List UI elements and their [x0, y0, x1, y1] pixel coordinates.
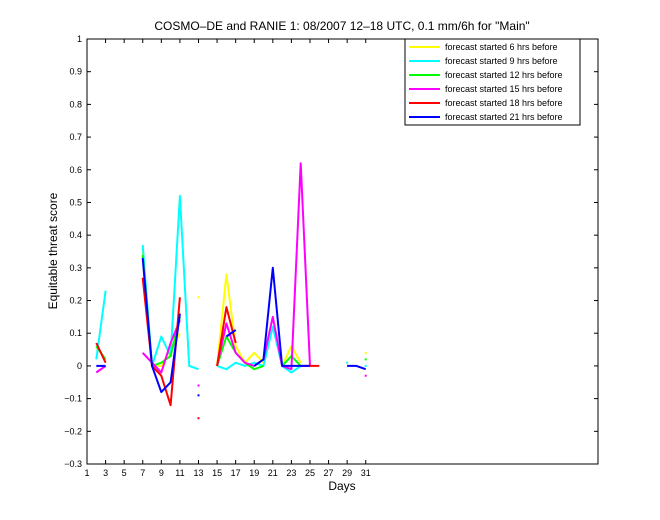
series-line — [281, 345, 302, 367]
data-point — [364, 358, 367, 361]
chart-title: COSMO–DE and RANIE 1: 08/2007 12–18 UTC,… — [154, 19, 529, 33]
series-line — [216, 273, 265, 367]
y-tick-label: 0.8 — [69, 99, 82, 109]
y-tick-label: 1 — [77, 34, 82, 44]
series-line — [95, 342, 107, 364]
series-line — [347, 364, 367, 371]
axis-ticks: 1 3 5 7 9 11 13 15 17 19 21 23 25 27 29 31−0.3−0.2−0.10… — [64, 34, 598, 478]
x-tick-label: 5 — [122, 468, 127, 478]
data-point — [197, 417, 200, 420]
x-tick-label: 29 — [342, 468, 352, 478]
series-line — [95, 365, 107, 374]
x-tick-label: 23 — [286, 468, 296, 478]
series-line — [225, 329, 237, 338]
y-tick-label: −0.2 — [64, 426, 82, 436]
y-axis-label: Equitable threat score — [46, 192, 60, 309]
legend-entry: forecast started 12 hrs before — [445, 70, 563, 80]
y-tick-label: 0.2 — [69, 296, 82, 306]
legend: forecast started 6 hrs before forecast st… — [404, 38, 581, 126]
y-tick-label: 0.7 — [69, 132, 82, 142]
x-axis-label: Days — [328, 479, 355, 493]
y-tick-label: 0.1 — [69, 328, 82, 338]
x-tick-label: 13 — [193, 468, 203, 478]
data-point — [346, 361, 349, 364]
x-tick-label: 15 — [212, 468, 222, 478]
x-tick-label: 31 — [361, 468, 371, 478]
data-point — [364, 374, 367, 377]
y-tick-label: −0.1 — [64, 394, 82, 404]
x-tick-label: 9 — [159, 468, 164, 478]
legend-entry: forecast started 21 hrs before — [445, 112, 563, 122]
x-tick-label: 19 — [249, 468, 259, 478]
y-tick-label: 0.5 — [69, 197, 82, 207]
x-tick-label: 11 — [175, 468, 184, 478]
y-tick-label: 0.9 — [69, 67, 82, 77]
y-tick-label: 0.6 — [69, 165, 82, 175]
legend-box — [404, 38, 581, 126]
y-tick-label: 0.3 — [69, 263, 82, 273]
x-tick-label: 17 — [231, 468, 241, 478]
legend-entry: forecast started 18 hrs before — [445, 98, 563, 108]
data-point — [364, 351, 367, 354]
series-line — [141, 319, 181, 374]
y-tick-label: 0 — [77, 361, 82, 371]
legend-entry: forecast started 9 hrs before — [445, 56, 558, 66]
x-tick-label: 3 — [103, 468, 108, 478]
series-lines — [95, 162, 367, 420]
legend-entry: forecast started 6 hrs before — [445, 42, 558, 52]
data-point — [364, 364, 367, 367]
x-tick-label: 1 — [84, 468, 89, 478]
legend-entry: forecast started 15 hrs before — [445, 84, 563, 94]
x-tick-label: 27 — [324, 468, 334, 478]
data-point — [197, 384, 200, 387]
series — [96, 257, 367, 397]
x-tick-label: 25 — [305, 468, 315, 478]
series-line — [141, 257, 181, 394]
x-tick-label: 21 — [268, 468, 278, 478]
data-point — [197, 296, 200, 299]
y-tick-label: −0.3 — [64, 459, 82, 469]
y-tick-label: 0.4 — [69, 230, 82, 240]
series-line — [253, 266, 310, 367]
series-line — [216, 325, 302, 374]
x-tick-label: 7 — [140, 468, 145, 478]
data-point — [197, 394, 200, 397]
